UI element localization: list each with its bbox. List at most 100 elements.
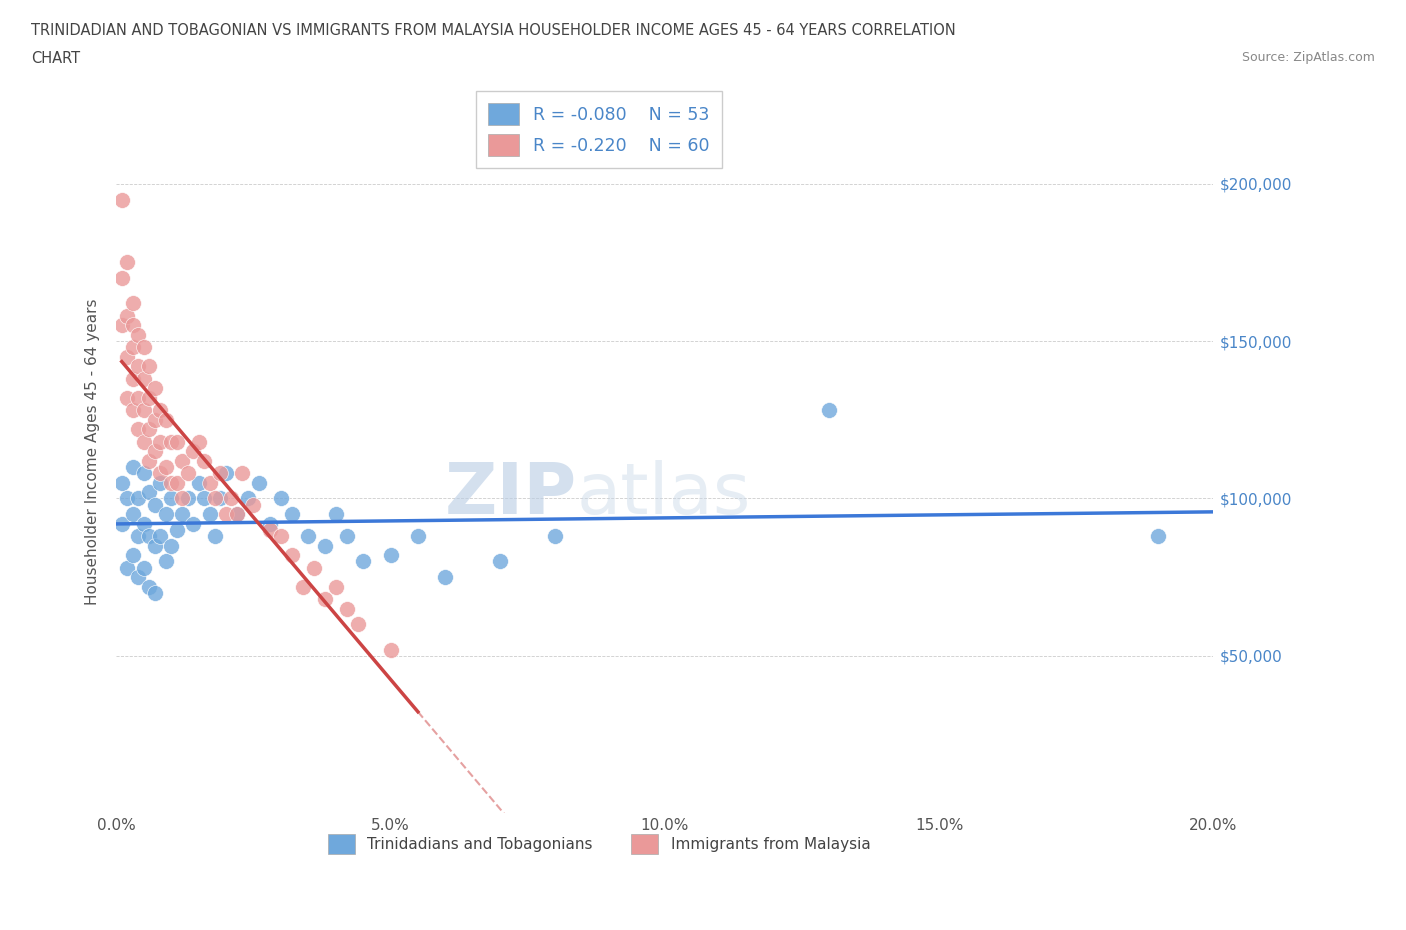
Point [336,529,359,544]
Point [155,554,177,569]
Point [127,529,149,544]
Point [111,318,134,333]
Point [291,579,314,594]
Point [143,412,166,427]
Point [127,327,149,342]
Point [176,466,198,481]
Point [221,491,243,506]
Point [132,466,155,481]
Point [111,193,134,207]
Text: atlas: atlas [576,460,751,529]
Point [121,371,143,386]
Point [127,422,149,437]
Point [143,444,166,458]
Point [314,538,336,553]
Point [346,617,368,631]
Text: CHART: CHART [31,51,80,66]
Point [1147,529,1170,544]
Point [231,466,253,481]
Point [127,570,149,585]
Point [132,340,155,355]
Point [336,601,359,616]
Point [198,475,221,490]
Point [115,560,138,575]
Point [155,459,177,474]
Point [115,350,138,365]
Point [121,459,143,474]
Point [121,340,143,355]
Point [166,434,188,449]
Point [138,485,160,499]
Point [115,309,138,324]
Point [149,475,172,490]
Point [302,560,325,575]
Point [143,538,166,553]
Point [818,403,841,418]
Point [127,359,149,374]
Point [209,491,232,506]
Point [172,491,194,506]
Point [166,475,188,490]
Point [297,529,319,544]
Point [380,642,402,657]
Point [121,548,143,563]
Point [127,391,149,405]
Point [127,491,149,506]
Legend: Trinidadians and Tobagonians, Immigrants from Malaysia: Trinidadians and Tobagonians, Immigrants… [322,828,876,859]
Point [132,560,155,575]
Point [215,507,238,522]
Point [121,318,143,333]
Point [149,434,172,449]
Point [544,529,567,544]
Point [204,491,226,506]
Point [149,403,172,418]
Point [172,507,194,522]
Point [160,491,183,506]
Point [198,507,221,522]
Point [247,475,270,490]
Point [143,498,166,512]
Point [132,371,155,386]
Point [187,434,209,449]
Point [314,591,336,606]
Point [325,579,347,594]
Point [111,475,134,490]
Point [160,538,183,553]
Point [193,453,215,468]
Point [138,529,160,544]
Point [115,491,138,506]
Point [115,255,138,270]
Point [181,516,204,531]
Point [143,585,166,600]
Point [226,507,249,522]
Point [149,529,172,544]
Text: ZIP: ZIP [444,460,576,529]
Point [115,391,138,405]
Point [132,403,155,418]
Text: Source: ZipAtlas.com: Source: ZipAtlas.com [1241,51,1375,64]
Point [172,453,194,468]
Point [270,491,292,506]
Point [160,434,183,449]
Point [149,466,172,481]
Point [270,529,292,544]
Point [111,516,134,531]
Point [121,507,143,522]
Point [138,359,160,374]
Point [325,507,347,522]
Point [406,529,429,544]
Point [259,516,281,531]
Point [143,381,166,396]
Point [181,444,204,458]
Y-axis label: Householder Income Ages 45 - 64 years: Householder Income Ages 45 - 64 years [86,298,100,604]
Point [236,491,259,506]
Point [138,579,160,594]
Text: TRINIDADIAN AND TOBAGONIAN VS IMMIGRANTS FROM MALAYSIA HOUSEHOLDER INCOME AGES 4: TRINIDADIAN AND TOBAGONIAN VS IMMIGRANTS… [31,23,956,38]
Point [193,491,215,506]
Point [434,570,457,585]
Point [281,548,304,563]
Point [132,516,155,531]
Point [121,403,143,418]
Point [259,523,281,538]
Point [489,554,512,569]
